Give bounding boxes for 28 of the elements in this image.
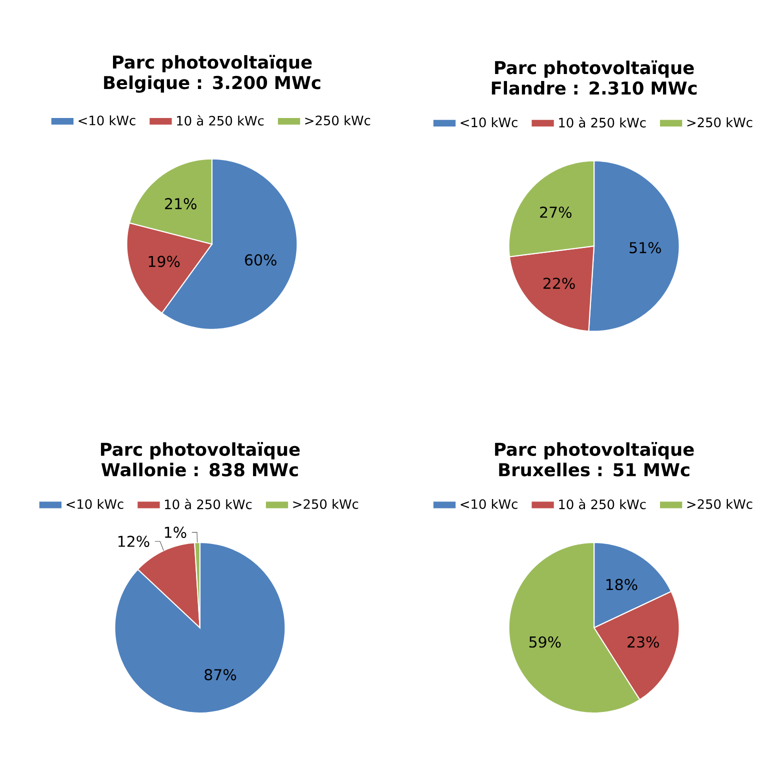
- data-label: 60%: [245, 254, 276, 266]
- data-label: 87%: [204, 669, 236, 680]
- data-label: 23%: [628, 636, 659, 648]
- chart-title: Parc photovoltaïque Flandre : 2.310 MWc: [492, 60, 697, 95]
- legend-label: 10 à 250 kWc: [559, 117, 646, 128]
- data-label: 18%: [606, 578, 638, 590]
- legend-label: <10 kWc: [460, 498, 518, 509]
- legend-label: <10 kWc: [460, 117, 518, 128]
- legend-label: >250 kWc: [305, 115, 370, 126]
- data-label: 59%: [529, 636, 561, 648]
- legend-label: >250 kWc: [687, 117, 752, 128]
- legend-label: 10 à 250 kWc: [165, 498, 252, 510]
- data-label: 51%: [630, 242, 661, 254]
- legend-label: >250 kWc: [687, 498, 752, 509]
- data-label: 27%: [540, 206, 572, 218]
- data-label: 12%: [118, 536, 150, 548]
- chart-title: Parc photovoltaïque Bruxelles : 51 MWc: [495, 442, 694, 476]
- legend-label: 10 à 250 kWc: [559, 498, 646, 510]
- data-label: 1%: [164, 526, 186, 538]
- legend-label: <10 kWc: [78, 115, 136, 126]
- data-label: 19%: [148, 256, 180, 268]
- chart-title: Parc photovoltaïque Belgique : 3.200 MWc: [104, 54, 320, 93]
- legend-label: 10 à 250 kWc: [177, 115, 264, 126]
- chart-title: Parc photovoltaïque Wallonie : 838 MWc: [100, 442, 300, 476]
- data-label: 22%: [543, 278, 575, 290]
- legend-label: <10 kWc: [66, 498, 124, 509]
- data-label: 21%: [165, 198, 196, 210]
- legend-label: >250 kWc: [293, 498, 358, 509]
